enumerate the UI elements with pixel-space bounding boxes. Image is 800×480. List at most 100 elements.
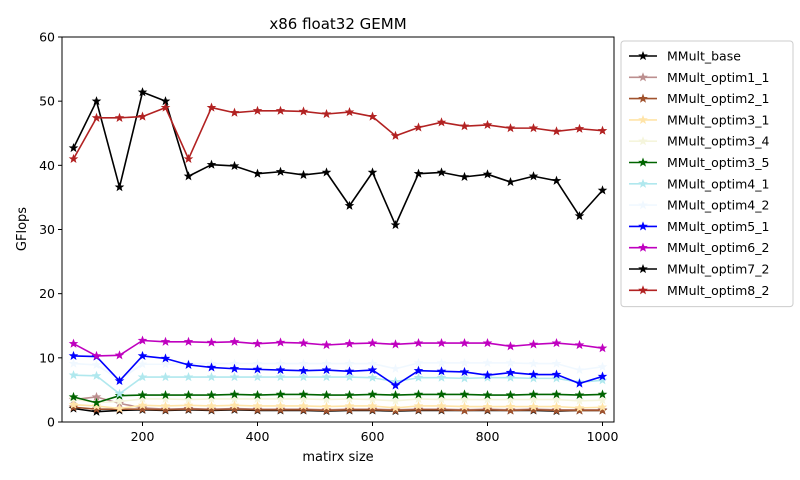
legend-label: MMult_optim4_1 [667, 176, 769, 191]
x-tick-label: 800 [476, 429, 500, 444]
data-point [275, 364, 286, 375]
y-tick-label: 40 [39, 158, 55, 173]
data-point [597, 402, 608, 412]
data-point [252, 389, 263, 400]
data-point [505, 389, 516, 400]
data-point [459, 405, 470, 415]
data-point [298, 404, 309, 414]
data-point [436, 372, 447, 382]
data-point [252, 393, 263, 403]
data-point [413, 393, 424, 403]
data-point [574, 364, 585, 375]
data-point [459, 171, 470, 181]
data-point [321, 372, 332, 382]
data-point [390, 402, 401, 412]
data-point [367, 372, 378, 382]
data-point [321, 108, 332, 119]
data-point [206, 400, 217, 411]
data-point [160, 372, 171, 382]
data-point [528, 171, 539, 181]
legend: MMult_base MMult_optim1_1 MMult_optim2_1 MM… [620, 40, 794, 308]
data-point [114, 388, 125, 398]
y-tick-label: 20 [39, 286, 55, 301]
series-MMult_optim3_5 [68, 389, 608, 407]
data-point [367, 389, 378, 399]
data-point [551, 405, 562, 415]
data-point [321, 364, 332, 375]
legend-item: MMult_optim5_1 [629, 219, 769, 234]
legend-item: MMult_optim7_2 [629, 262, 769, 277]
data-point [229, 389, 240, 399]
data-point [252, 400, 263, 411]
data-point [183, 171, 194, 181]
data-point [275, 400, 286, 411]
data-point [298, 400, 309, 411]
data-point [505, 176, 516, 187]
data-point [206, 393, 217, 403]
y-tick-label: 60 [39, 30, 55, 45]
data-point [390, 339, 401, 349]
chart-title: x86 float32 GEMM [269, 15, 406, 33]
data-point [206, 389, 217, 400]
data-point [252, 364, 263, 374]
data-point [482, 401, 493, 411]
data-point [344, 338, 355, 348]
legend-marker [638, 93, 648, 103]
data-point [137, 372, 148, 382]
legend-marker [638, 50, 648, 61]
data-point [321, 339, 332, 350]
data-point [252, 105, 263, 115]
data-point [344, 400, 355, 411]
legend-marker [638, 263, 648, 274]
data-point [68, 338, 79, 348]
data-point [551, 389, 562, 399]
data-point [597, 405, 608, 415]
data-point [137, 350, 148, 361]
data-point [206, 372, 217, 382]
y-tick-label: 30 [39, 222, 55, 237]
data-point [68, 358, 79, 368]
data-point [91, 96, 102, 106]
legend-marker [638, 221, 648, 231]
data-point [114, 396, 125, 406]
data-point [528, 369, 539, 379]
series-line [73, 374, 603, 395]
data-point [367, 338, 378, 348]
data-point [91, 350, 102, 361]
data-point [206, 404, 217, 414]
data-point [390, 130, 401, 140]
data-point [229, 160, 240, 171]
legend-item: MMult_optim3_4 [629, 134, 769, 149]
data-point [252, 168, 263, 178]
data-point [114, 375, 125, 386]
data-point [551, 338, 562, 348]
data-point [597, 361, 608, 371]
legend-marker [638, 72, 648, 82]
data-point [68, 402, 79, 412]
data-point [367, 111, 378, 121]
data-point [183, 153, 194, 164]
series-line [73, 403, 603, 410]
data-point [574, 339, 585, 350]
y-tick-label: 10 [39, 350, 55, 365]
legend-label: MMult_optim4_2 [667, 198, 769, 213]
data-point [137, 87, 148, 97]
legend-label: MMult_optim7_2 [667, 262, 769, 277]
data-point [597, 395, 608, 405]
data-point [459, 401, 470, 411]
data-point [298, 106, 309, 116]
data-point [275, 404, 286, 414]
data-point [160, 404, 171, 414]
series-MMult_optim8_2 [68, 102, 608, 164]
y-tick-label: 0 [47, 415, 55, 430]
data-point [459, 389, 470, 399]
data-point [68, 370, 79, 380]
data-point [275, 389, 286, 399]
x-tick-label: 200 [131, 429, 155, 444]
data-point [298, 338, 309, 348]
data-point [505, 123, 516, 133]
legend-label: MMult_optim6_2 [667, 240, 769, 255]
data-point [413, 365, 424, 375]
data-point [275, 105, 286, 115]
